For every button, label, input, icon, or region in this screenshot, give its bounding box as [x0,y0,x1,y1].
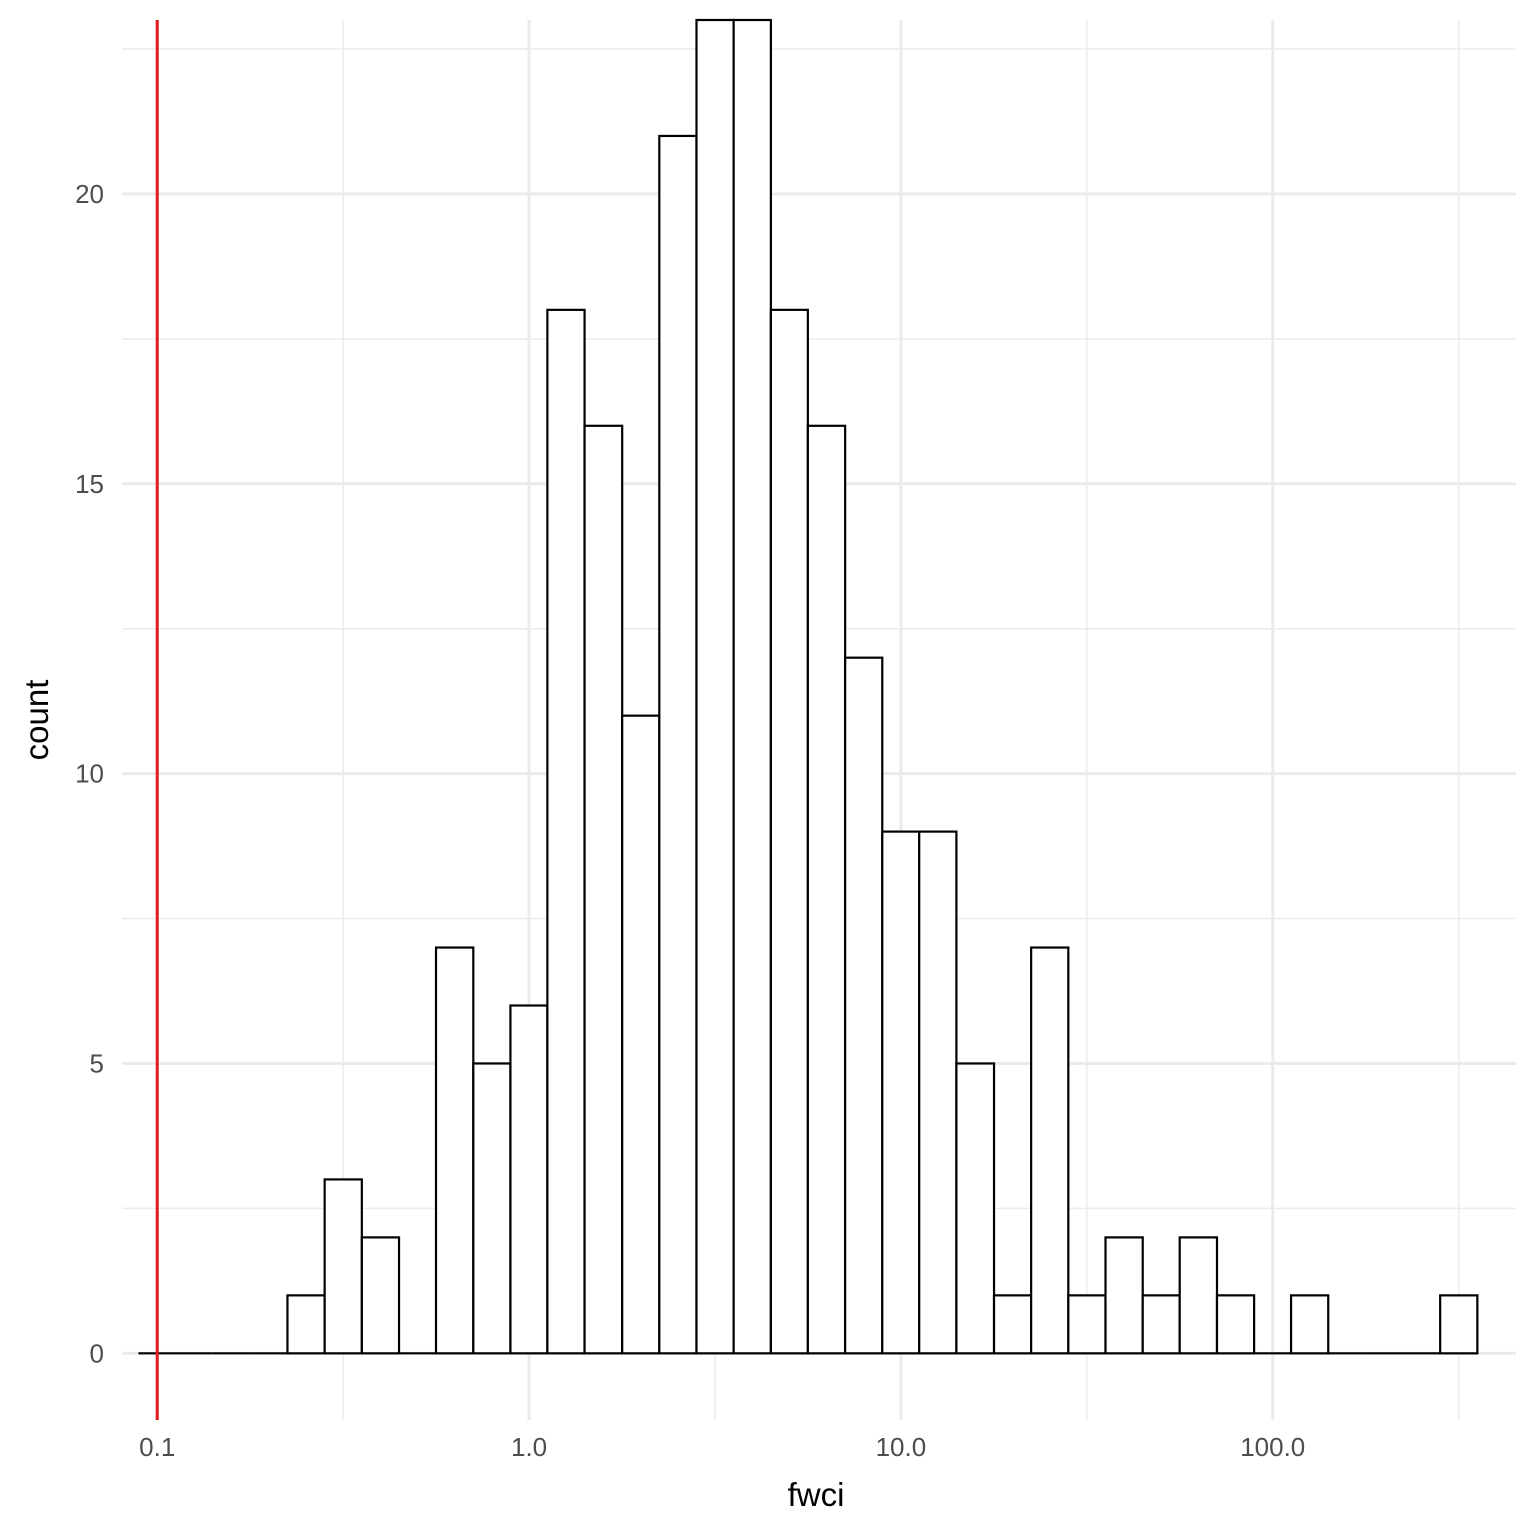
histogram-bar [1067,1294,1107,1355]
histogram-bar [695,18,735,1355]
y-tick-label: 15 [75,469,104,499]
histogram-bar [509,1004,549,1355]
histogram-bar [360,1236,401,1355]
x-tick-label: 10.0 [876,1432,927,1462]
histogram-bar [583,424,624,1355]
histogram-bar [621,714,661,1355]
histogram-bar [918,830,958,1355]
histogram-bar [992,1294,1033,1355]
y-tick-label: 10 [75,759,104,789]
y-tick-label: 0 [90,1338,104,1368]
histogram-bar [1104,1236,1144,1355]
x-axis-ticks: 0.1 1.0 10.0 100.0 [139,1432,1305,1462]
histogram-bar [732,18,772,1355]
histogram-bar [286,1294,326,1355]
histogram-bar [323,1178,363,1355]
histogram-bar [1178,1236,1219,1355]
histogram-bar [658,134,698,1355]
x-axis-title: fwci [788,1476,845,1513]
y-axis-title: count [18,680,55,761]
histogram-bar [1215,1294,1256,1355]
histogram-bar [434,946,475,1355]
histogram-bar [546,308,586,1355]
x-tick-label: 0.1 [139,1432,175,1462]
histogram-bar [806,424,847,1355]
histogram-bar [955,1062,996,1355]
histogram-bar [1141,1294,1181,1355]
histogram-bar [881,830,921,1355]
x-tick-label: 100.0 [1240,1432,1305,1462]
histogram-bar [1289,1294,1330,1355]
y-axis-ticks: 0 5 10 15 20 [75,179,104,1368]
x-tick-label: 1.0 [511,1432,547,1462]
histogram-bar [769,308,809,1355]
y-tick-label: 20 [75,179,104,209]
y-tick-label: 5 [90,1048,104,1078]
histogram-bar [472,1062,512,1355]
histogram-bar [1439,1294,1479,1355]
histogram-bar [844,656,884,1355]
histogram-bars [138,18,1479,1355]
histogram-bar [1030,946,1070,1355]
